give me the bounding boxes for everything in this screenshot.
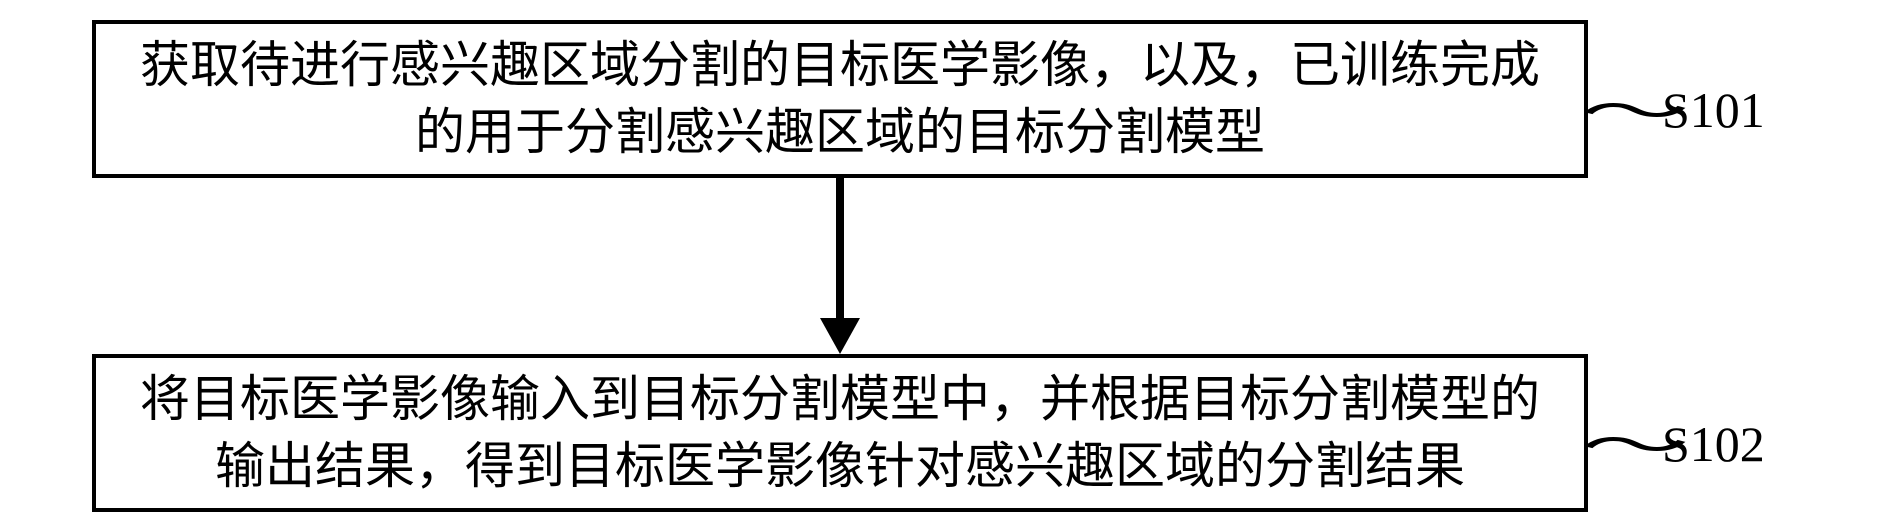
tilde-icon: 〜 (1580, 406, 1690, 478)
step-box-s102: 将目标医学影像输入到目标分割模型中，并根据目标分割模型的输出结果，得到目标医学影… (92, 354, 1588, 512)
step-text-s102: 将目标医学影像输入到目标分割模型中，并根据目标分割模型的输出结果，得到目标医学影… (126, 366, 1554, 501)
arrow-head-down-icon (820, 318, 860, 354)
flowchart-canvas: 获取待进行感兴趣区域分割的目标医学影像，以及，已训练完成的用于分割感兴趣区域的目… (0, 0, 1885, 532)
step-text-s101: 获取待进行感兴趣区域分割的目标医学影像，以及，已训练完成的用于分割感兴趣区域的目… (126, 32, 1554, 167)
step-label-s101: 〜S101 (1610, 70, 1765, 142)
tilde-icon: 〜 (1580, 72, 1690, 144)
step-box-s101: 获取待进行感兴趣区域分割的目标医学影像，以及，已训练完成的用于分割感兴趣区域的目… (92, 20, 1588, 178)
arrow-shaft (836, 178, 844, 318)
step-label-s102: 〜S102 (1610, 404, 1765, 476)
